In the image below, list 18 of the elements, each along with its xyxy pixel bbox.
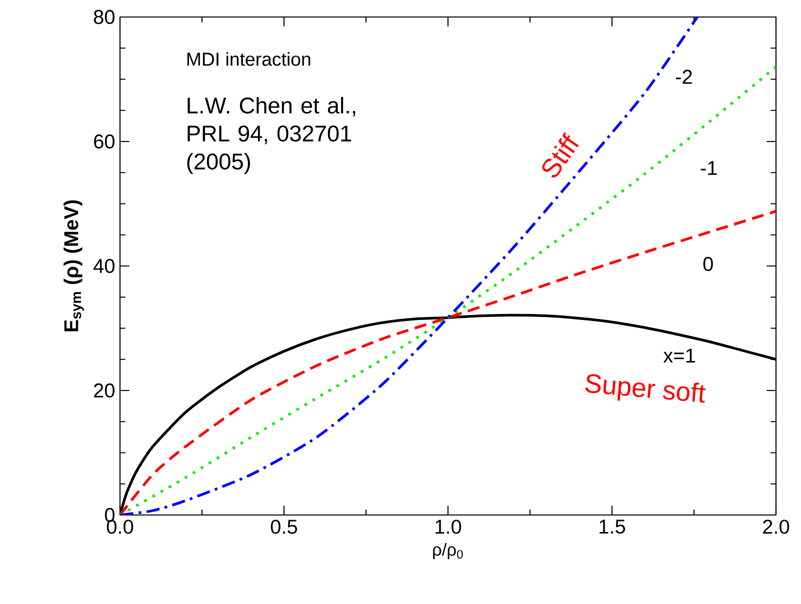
y-tick-label: 40 <box>94 258 114 274</box>
series-label: -2 <box>676 70 692 84</box>
series-label: -1 <box>700 161 717 175</box>
x-axis-title: ρ/ρ$_{0}$ <box>433 543 463 560</box>
y-tick-label: 20 <box>94 383 114 398</box>
annotation: Super soft <box>585 374 706 403</box>
annotation: L.W. Chen et al., PRL 94, 032701 (2005) <box>187 96 356 174</box>
x-tick-label: 0.0 <box>106 520 134 534</box>
series-label: x=1 <box>663 348 695 362</box>
series-label: 0 <box>703 256 713 272</box>
x-tick-label: 1.5 <box>600 520 626 534</box>
y-tick-label: 60 <box>94 134 114 149</box>
x-tick-label: 0.5 <box>270 520 298 534</box>
y-axis-title: E$_{sym}$ (ρ) (MeV) <box>64 200 84 332</box>
x-tick-label: 1.0 <box>436 520 462 534</box>
y-tick-label: 80 <box>94 10 114 24</box>
annotation: MDI interaction <box>187 52 310 66</box>
x-tick-label: 2.0 <box>763 520 790 534</box>
